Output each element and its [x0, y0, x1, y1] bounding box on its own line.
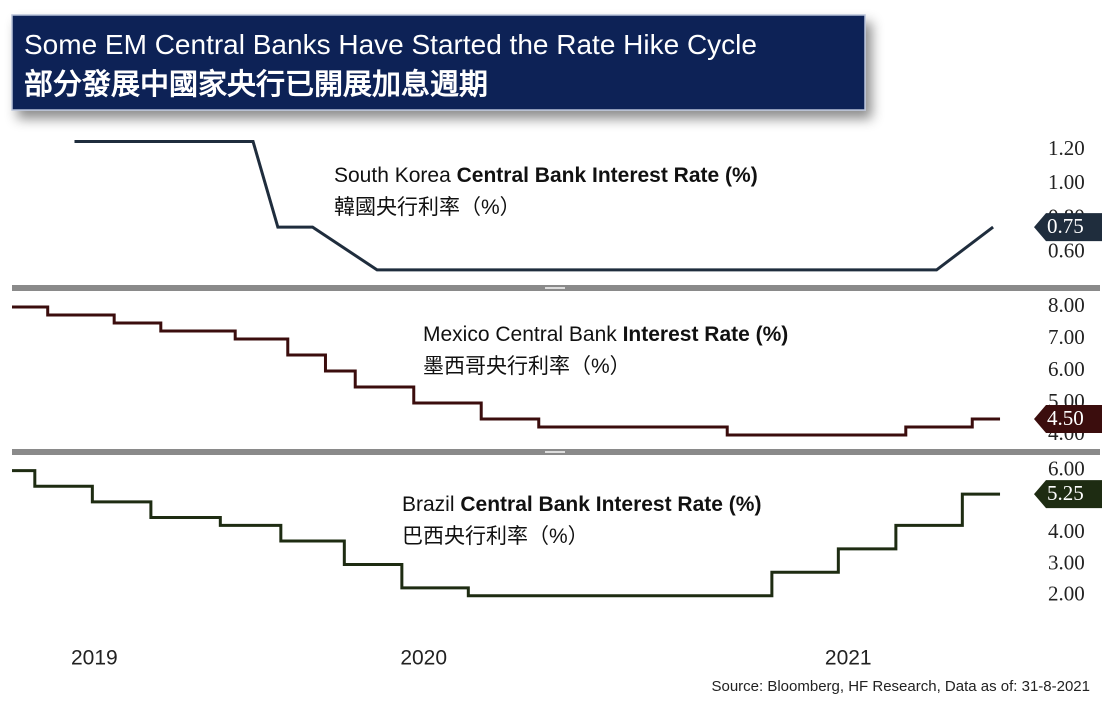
panel-title-part: Central Bank Interest Rate (%)	[457, 164, 758, 187]
x-tick-label: 2021	[825, 647, 872, 670]
panel-title-part: Central Bank Interest Rate (%)	[460, 493, 761, 516]
y-tick-label: 6.00	[1048, 456, 1085, 480]
subtitle: 部分發展中國家央行已開展加息週期	[24, 67, 488, 101]
y-tick-label: 7.00	[1048, 325, 1085, 349]
panel-title: Mexico Central Bank Interest Rate (%)	[423, 323, 788, 346]
y-tick-label: 6.00	[1048, 357, 1085, 381]
source: Source: Bloomberg, HF Research, Data as …	[711, 678, 1090, 695]
panel-title: South Korea Central Bank Interest Rate (…	[334, 164, 758, 187]
rate-line	[74, 140, 994, 272]
panel-title-part: South Korea	[334, 164, 451, 187]
panel-title-part: Brazil	[402, 493, 455, 516]
y-tick-label: 1.00	[1048, 170, 1085, 194]
title-box	[11, 14, 866, 111]
y-tick-label: 3.00	[1048, 550, 1085, 574]
y-tick-label: 4.00	[1048, 519, 1085, 543]
rate-line	[12, 305, 1001, 437]
panel-title: Brazil Central Bank Interest Rate (%)	[402, 493, 761, 516]
rate-line	[12, 469, 1001, 598]
value-badge	[1034, 405, 1102, 433]
divider-handle	[545, 451, 565, 453]
y-tick-label: 2.00	[1048, 582, 1085, 606]
panel-subtitle: 墨西哥央行利率（%）	[423, 355, 631, 378]
x-tick-label: 2020	[400, 647, 447, 670]
panel-title-part: Mexico Central Bank	[423, 323, 617, 346]
value-badge	[1034, 480, 1102, 509]
divider-handle	[545, 287, 565, 289]
value-label: 0.75	[1047, 214, 1084, 238]
y-tick-label: 1.20	[1048, 136, 1085, 160]
y-tick-label: 0.60	[1048, 239, 1085, 263]
value-label: 4.50	[1047, 406, 1084, 430]
panel-subtitle: 巴西央行利率（%）	[402, 525, 589, 548]
value-label: 5.25	[1047, 481, 1084, 505]
x-tick-label: 2019	[71, 647, 118, 670]
y-tick-label: 8.00	[1048, 293, 1085, 317]
panel-title-part: Interest Rate (%)	[623, 323, 789, 346]
panel-subtitle: 韓國央行利率（%）	[334, 196, 521, 219]
title: Some EM Central Banks Have Started the R…	[24, 29, 757, 60]
value-badge	[1034, 213, 1102, 242]
